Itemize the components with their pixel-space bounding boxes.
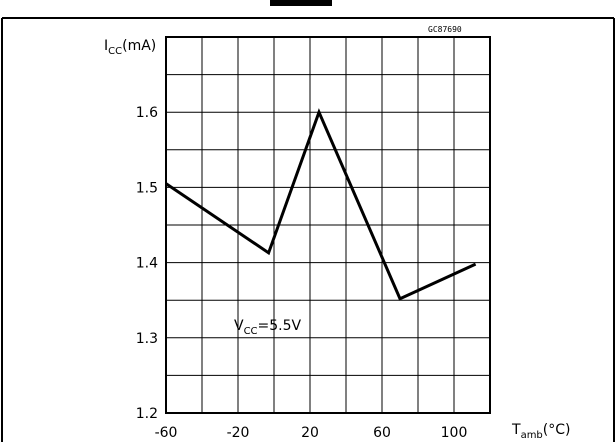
- y-tick-label: 1.2: [136, 406, 158, 422]
- series-line: [165, 108, 477, 301]
- grid: [166, 37, 490, 413]
- plot-border: [165, 36, 491, 414]
- figure-code: GC87690: [428, 25, 462, 34]
- x-tick-label: 20: [301, 425, 319, 441]
- y-tick-label: 1.5: [136, 180, 158, 196]
- y-tick-labels: 1.2 1.3 1.4 1.5 1.6: [136, 105, 158, 422]
- y-tick-label: 1.3: [136, 331, 158, 347]
- x-axis-label: Tamb(°C): [511, 422, 570, 441]
- x-tick-label: -20: [227, 425, 250, 441]
- x-tick-labels: -60 -20 20 60 100: [155, 425, 468, 441]
- y-tick-label: 1.4: [136, 256, 158, 272]
- title-block: [270, 0, 332, 6]
- series-group: [165, 108, 477, 301]
- x-tick-label: 100: [441, 425, 468, 441]
- y-tick-label: 1.6: [136, 105, 158, 121]
- x-tick-label: 60: [373, 425, 391, 441]
- y-axis-label: ICC(mA): [104, 38, 156, 57]
- x-tick-label: -60: [155, 425, 178, 441]
- vcc-annotation: VCC=5.5V: [234, 318, 302, 337]
